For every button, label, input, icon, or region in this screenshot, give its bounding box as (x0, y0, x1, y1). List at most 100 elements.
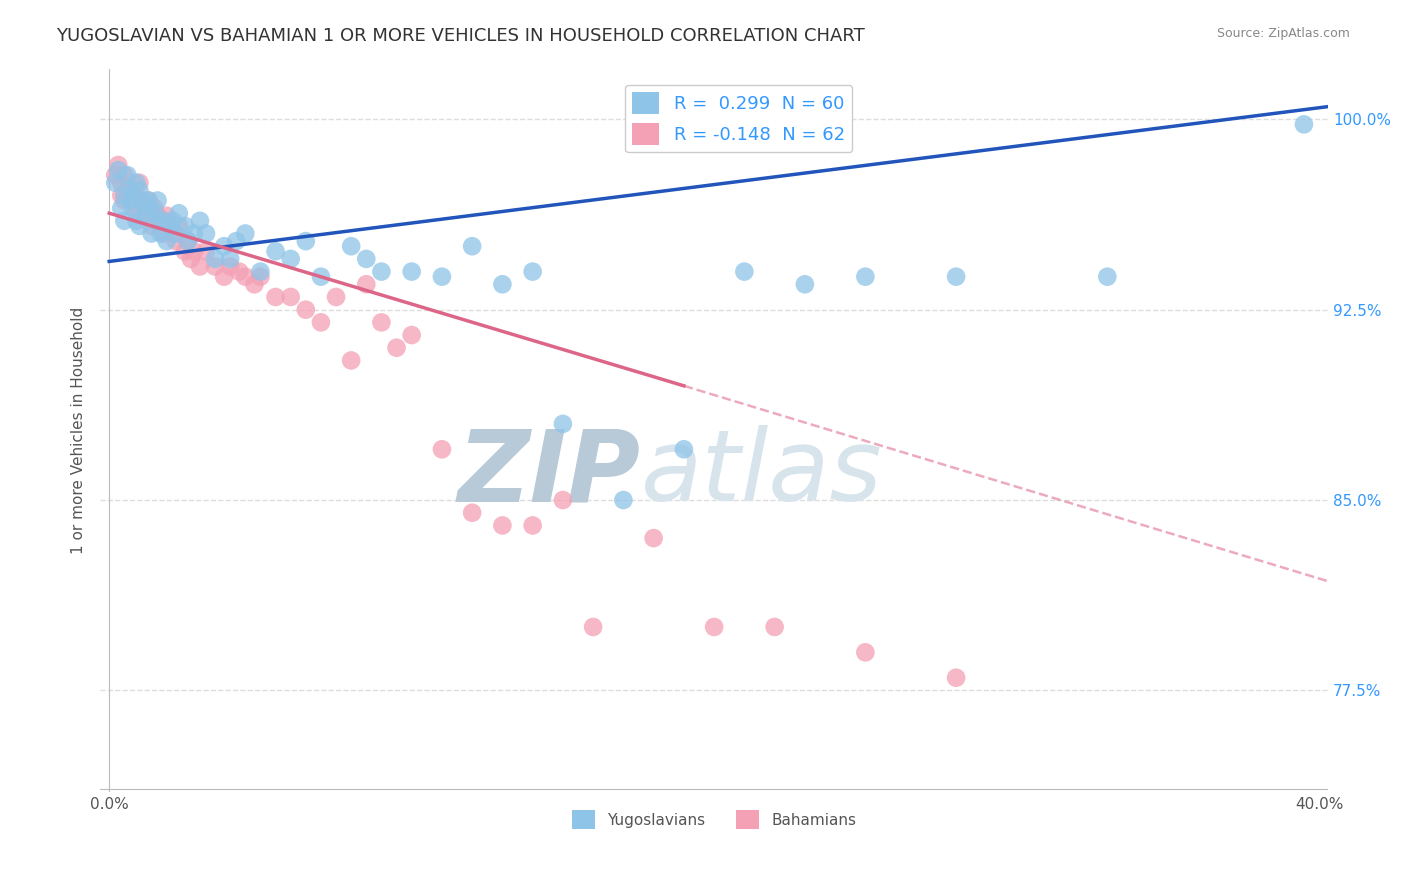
Point (522, 264, 544, 278)
Point (156, 209, 179, 223)
Point (195, 227, 218, 241)
Point (122, 201, 145, 215)
Point (401, 328, 423, 343)
Point (134, 209, 156, 223)
Point (225, 234, 247, 248)
Point (325, 290, 347, 304)
Point (156, 234, 179, 248)
Point (110, 176, 132, 190)
Point (295, 302, 318, 317)
Point (125, 176, 148, 190)
Point (233, 227, 256, 241)
Point (1292, 117, 1315, 131)
Point (243, 277, 266, 292)
Point (125, 214, 148, 228)
Point (188, 214, 211, 228)
Point (146, 209, 169, 223)
Point (763, 620, 786, 634)
Point (138, 201, 160, 215)
Point (152, 227, 174, 241)
Point (356, 277, 378, 292)
Point (120, 183, 142, 197)
Point (110, 188, 132, 202)
Point (703, 620, 725, 634)
Text: Source: ZipAtlas.com: Source: ZipAtlas.com (1216, 27, 1350, 40)
Point (149, 219, 172, 233)
Point (110, 201, 132, 215)
Point (141, 227, 163, 241)
Legend: Yugoslavians, Bahamians: Yugoslavians, Bahamians (567, 804, 862, 835)
Point (370, 315, 392, 329)
Point (143, 214, 166, 228)
Point (430, 269, 453, 284)
Point (219, 252, 242, 266)
Point (643, 531, 665, 545)
Point (212, 239, 235, 253)
Point (340, 353, 363, 368)
Point (138, 194, 160, 208)
Point (195, 244, 218, 259)
Point (112, 194, 135, 208)
Point (128, 176, 150, 190)
Point (149, 227, 172, 241)
Point (165, 227, 187, 241)
Point (131, 194, 153, 208)
Point (173, 219, 195, 233)
Point (672, 442, 695, 457)
Point (249, 269, 271, 284)
Point (249, 264, 271, 278)
Point (141, 219, 163, 233)
Point (295, 234, 318, 248)
Point (793, 277, 815, 292)
Point (122, 183, 145, 197)
Point (551, 417, 574, 431)
Point (146, 194, 169, 208)
Point (233, 269, 256, 284)
Point (173, 244, 195, 259)
Point (180, 252, 202, 266)
Point (461, 506, 484, 520)
Point (143, 201, 166, 215)
Point (183, 244, 205, 259)
Point (370, 264, 392, 278)
Point (120, 194, 142, 208)
Point (159, 219, 181, 233)
Point (733, 264, 755, 278)
Point (177, 234, 200, 248)
Point (228, 264, 250, 278)
Point (356, 252, 378, 266)
Point (117, 183, 139, 197)
Point (853, 269, 876, 284)
Point (152, 214, 174, 228)
Point (138, 194, 160, 208)
Point (280, 252, 302, 266)
Point (112, 168, 135, 182)
Text: atlas: atlas (641, 425, 882, 522)
Point (149, 214, 172, 228)
Point (131, 194, 153, 208)
Point (612, 493, 634, 508)
Point (107, 158, 129, 172)
Point (165, 234, 187, 248)
Point (551, 493, 574, 508)
Point (112, 188, 135, 202)
Point (167, 206, 190, 220)
Point (491, 277, 513, 292)
Point (280, 290, 302, 304)
Point (212, 269, 235, 284)
Point (134, 206, 156, 220)
Point (128, 209, 150, 223)
Point (853, 645, 876, 659)
Point (177, 234, 200, 248)
Point (146, 214, 169, 228)
Point (945, 671, 967, 685)
Point (309, 315, 332, 329)
Point (128, 183, 150, 197)
Point (104, 168, 127, 182)
Point (204, 252, 226, 266)
Point (309, 269, 332, 284)
Point (582, 620, 605, 634)
Point (1097, 269, 1119, 284)
Point (401, 264, 423, 278)
Point (138, 201, 160, 215)
